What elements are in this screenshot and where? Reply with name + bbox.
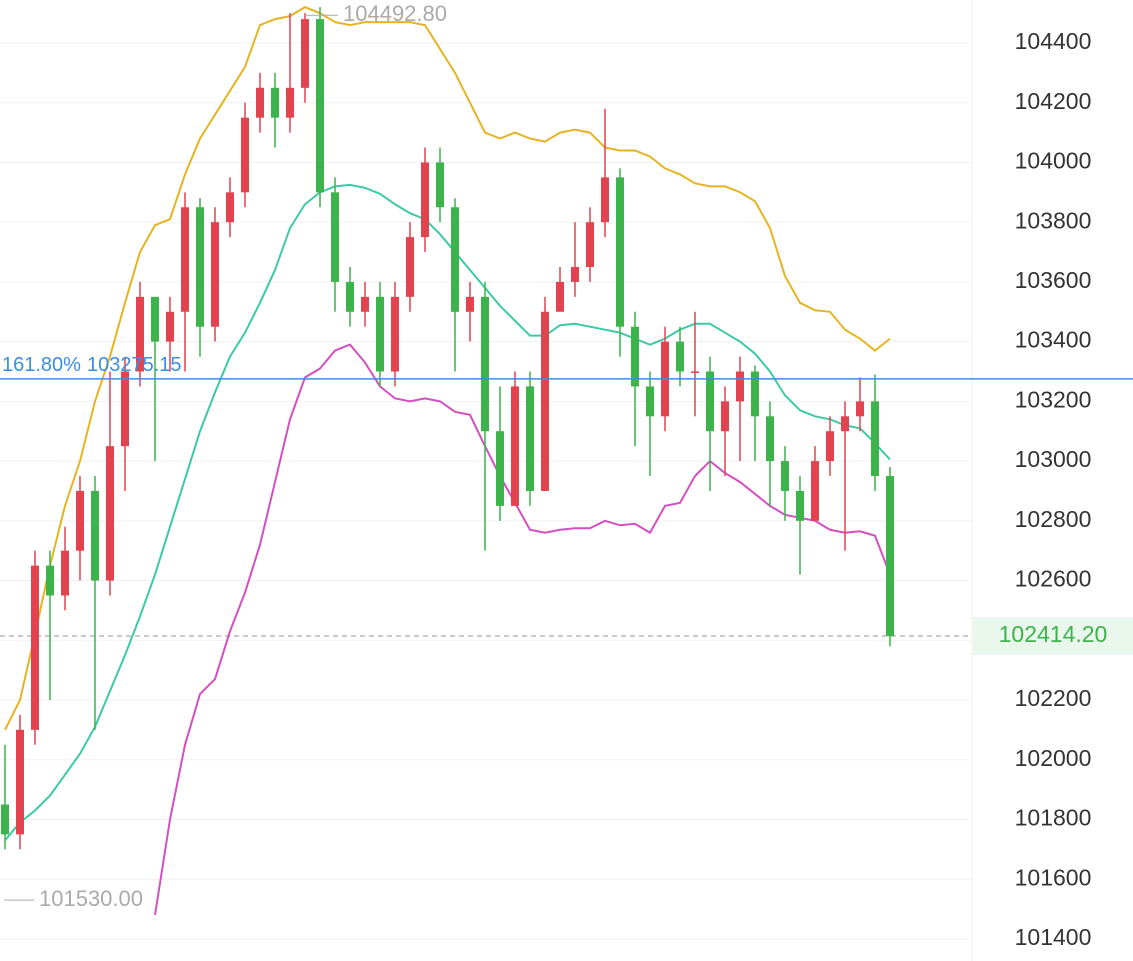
fib-value: 103275.15 <box>87 354 182 376</box>
band-line <box>154 343 891 916</box>
candle-body <box>31 565 39 730</box>
low-marker-label: 101530.00 <box>39 886 143 911</box>
candle-body <box>886 476 894 637</box>
candle-body <box>331 192 339 282</box>
candle-body <box>271 87 279 118</box>
y-tick-label: 103600 <box>1015 267 1092 293</box>
y-tick-label: 103800 <box>1015 207 1092 233</box>
candle-body <box>16 729 24 835</box>
candle-body <box>766 416 774 462</box>
candle-body <box>811 461 819 521</box>
y-tick-label: 103400 <box>1015 327 1092 353</box>
y-tick-label: 102800 <box>1015 506 1092 532</box>
candle-body <box>466 296 474 312</box>
candle-body <box>391 296 399 372</box>
candle-body <box>556 281 564 312</box>
candle-body <box>346 281 354 312</box>
candle-body <box>436 162 444 208</box>
candle-body <box>736 371 744 402</box>
candle-body <box>601 177 609 223</box>
candle-body <box>616 177 624 327</box>
candle-body <box>856 401 864 417</box>
candle-body <box>301 19 309 88</box>
candle-body <box>241 117 249 193</box>
candle-body <box>421 162 429 238</box>
candle-body <box>226 192 234 223</box>
y-tick-label: 104000 <box>1015 148 1092 174</box>
candle-body <box>76 490 84 551</box>
candle-body <box>166 311 174 342</box>
candle-body <box>721 401 729 432</box>
last-price-label: 102414.20 <box>999 621 1108 647</box>
candle-body <box>841 416 849 432</box>
candle-body <box>781 461 789 491</box>
y-tick-label: 102200 <box>1015 685 1092 711</box>
y-tick-label: 101400 <box>1015 924 1092 950</box>
y-tick-label: 101800 <box>1015 805 1092 831</box>
candle-body <box>406 237 414 297</box>
candle-body <box>376 296 384 372</box>
candle-body <box>196 207 204 327</box>
candle-body <box>706 371 714 432</box>
candle-body <box>571 266 579 282</box>
candle-body <box>106 446 114 581</box>
grid <box>0 0 973 961</box>
candle-body <box>646 386 654 417</box>
candle-body <box>541 311 549 491</box>
candle-body <box>691 371 699 373</box>
candle-body <box>481 296 489 432</box>
candle-body <box>61 550 69 596</box>
candle-body <box>151 296 159 342</box>
band-line <box>4 6 891 731</box>
y-tick-label: 101600 <box>1015 864 1092 890</box>
last-price-box <box>973 617 1133 656</box>
y-tick-label: 104200 <box>1015 88 1092 114</box>
candle-body <box>496 431 504 506</box>
candle-body <box>751 371 759 417</box>
candle-body <box>46 565 54 596</box>
y-tick-label: 103200 <box>1015 386 1092 412</box>
candle-body <box>181 207 189 312</box>
candle-body <box>526 386 534 491</box>
candle-body <box>256 87 264 118</box>
candle-body <box>826 431 834 462</box>
high-marker-label: 104492.80 <box>343 1 447 26</box>
y-tick-label: 103000 <box>1015 446 1092 472</box>
candle-body <box>286 87 294 118</box>
candle-body <box>361 296 369 312</box>
fib-label: 161.80% 103275.15 <box>2 354 182 376</box>
candle-body <box>871 401 879 477</box>
candle-body <box>1 804 9 835</box>
candle-body <box>451 207 459 312</box>
y-tick-label: 102600 <box>1015 566 1092 592</box>
candle-body <box>211 222 219 327</box>
candle-body <box>316 19 324 193</box>
candle-body <box>136 296 144 372</box>
plot-area: 161.80% 103275.15 104492.80 101530.00 <box>0 1 972 916</box>
y-tick-label: 102000 <box>1015 745 1092 771</box>
y-tick-label: 104400 <box>1015 28 1092 54</box>
fib-ratio: 161.80% <box>2 354 81 376</box>
candle-body <box>511 386 519 506</box>
candle-body <box>586 222 594 267</box>
candle-body <box>631 326 639 387</box>
candle-body <box>796 490 804 521</box>
band-line <box>4 183 891 841</box>
candle-body <box>676 341 684 372</box>
y-axis: 1014001016001018001020001022001024001026… <box>972 28 1133 950</box>
candle-body <box>121 371 129 447</box>
candle-body <box>91 490 99 581</box>
